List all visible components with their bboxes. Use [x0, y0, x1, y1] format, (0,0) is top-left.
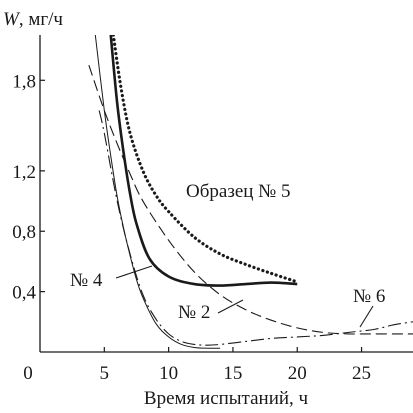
y-tick-label: 1,2: [12, 162, 36, 183]
axes: [39, 35, 413, 353]
x-tick-label: 25: [352, 363, 371, 384]
y-tick-label: 0,4: [12, 283, 36, 304]
label-no-4: № 4: [70, 270, 103, 291]
y-tick-label: 1,8: [12, 71, 36, 92]
x-tick-label: 5: [100, 363, 110, 384]
label-no-6: № 6: [353, 286, 385, 307]
x-tick-label: 15: [223, 363, 242, 384]
x-tick-label: 10: [159, 363, 178, 384]
series-line-unlabeled-4: [94, 35, 221, 349]
x-tick-label: 0: [23, 363, 33, 384]
tick-layer: 0 5 10 15 20 25 0,4 0,8 1,2 1,8: [12, 71, 371, 384]
leader-no-2: [217, 299, 244, 314]
x-tick-label: 20: [288, 363, 307, 384]
series-line-sample-no-5: [111, 35, 297, 283]
leader-no-4: [115, 265, 153, 279]
label-sample-5: Образец № 5: [186, 181, 291, 202]
y-axis-label: W, мг/ч: [3, 9, 63, 30]
leader-no-6: [359, 305, 374, 328]
label-no-2: № 2: [178, 302, 210, 323]
x-axis-label: Время испытаний, ч: [144, 388, 309, 409]
series-layer: [88, 35, 413, 349]
y-tick-label: 0,8: [12, 222, 36, 243]
annotation-layer: Образец № 5 № 4 № 2 № 6: [70, 181, 385, 328]
series-line-no-4: [109, 35, 298, 287]
series-line-no-2: [88, 65, 413, 335]
series-line-no-6: [98, 110, 413, 346]
